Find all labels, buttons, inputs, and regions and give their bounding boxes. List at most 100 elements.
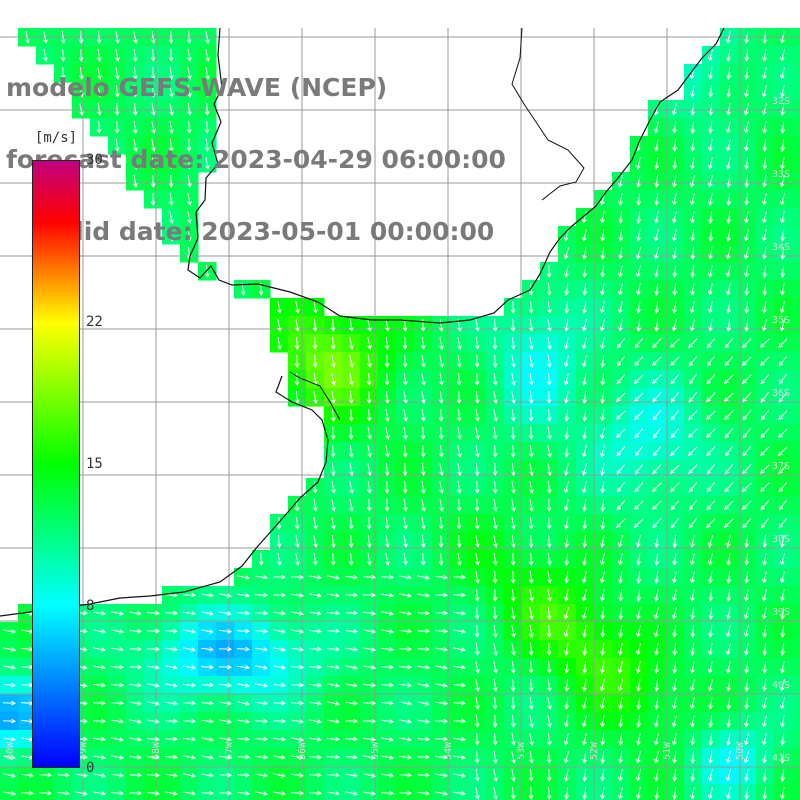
wind-arrow (708, 571, 713, 584)
wind-arrow (420, 336, 426, 351)
wind-arrow (20, 790, 35, 796)
wind-arrow (690, 661, 695, 674)
wind-arrow (564, 229, 569, 242)
wind-arrow (546, 498, 552, 513)
wind-arrow (690, 553, 695, 566)
wind-arrow (111, 755, 124, 760)
wind-arrow (349, 463, 354, 476)
wind-arrow (165, 791, 178, 796)
wind-arrow (438, 408, 444, 423)
coastline-south (0, 375, 329, 617)
wind-arrow (708, 264, 713, 278)
wind-speed-cell (792, 370, 800, 389)
wind-arrow (438, 444, 444, 459)
wind-arrow (706, 374, 716, 385)
wind-arrow (708, 606, 714, 621)
wind-arrow (309, 737, 322, 742)
wind-arrow (398, 646, 413, 652)
wind-arrow (417, 701, 430, 706)
wind-arrow (600, 768, 606, 783)
wind-arrow (600, 571, 605, 584)
wind-arrow (434, 628, 449, 634)
wind-arrow (254, 592, 269, 598)
wind-arrow (726, 553, 731, 566)
wind-arrow (708, 768, 713, 782)
wind-arrow (254, 574, 269, 580)
wind-arrow (726, 192, 732, 207)
wind-arrow (726, 769, 731, 782)
wind-arrow (636, 282, 641, 296)
wind-arrow (780, 571, 785, 584)
wind-arrow (146, 610, 161, 616)
wind-arrow (708, 228, 714, 243)
wind-arrow (672, 625, 677, 638)
wind-arrow (326, 664, 341, 670)
wind-arrow (564, 571, 569, 584)
wind-arrow (150, 66, 156, 81)
wind-arrow (564, 517, 569, 530)
wind-arrow (313, 553, 318, 566)
wind-arrow (690, 697, 695, 710)
wind-arrow (380, 700, 395, 706)
wind-arrow (778, 464, 788, 475)
wind-arrow (331, 355, 336, 368)
wind-arrow (453, 647, 466, 652)
wind-arrow (724, 356, 734, 367)
wind-arrow (272, 682, 287, 688)
wind-arrow (276, 534, 282, 549)
wind-arrow (2, 736, 17, 742)
wind-arrow (93, 665, 106, 670)
wind-arrow (762, 247, 767, 260)
wind-arrow (672, 193, 677, 206)
wind-speed-cell (450, 784, 469, 800)
wind-arrow (417, 665, 430, 670)
wind-arrow (618, 301, 623, 314)
wind-arrow (79, 85, 84, 98)
wind-arrow (290, 790, 305, 796)
wind-arrow (511, 751, 516, 764)
wind-arrow (618, 606, 624, 621)
wind-speed-cell (270, 784, 289, 800)
wind-arrow (633, 392, 644, 402)
wind-arrow (110, 682, 125, 688)
wind-arrow (780, 607, 785, 620)
wind-arrow (582, 751, 587, 764)
wind-arrow (362, 736, 377, 742)
wind-speed-cell (144, 784, 163, 800)
wind-arrow (636, 175, 641, 188)
wind-arrow (186, 120, 192, 135)
wind-arrow (636, 534, 641, 548)
wind-arrow (366, 498, 372, 513)
wind-arrow (219, 611, 232, 616)
latitude-label: 33S (772, 169, 790, 180)
wind-arrow (636, 786, 641, 800)
wind-arrow (345, 791, 358, 796)
wind-arrow (690, 138, 696, 153)
wind-arrow (582, 553, 587, 566)
wind-speed-cell (72, 784, 91, 800)
wind-arrow (236, 664, 251, 670)
wind-arrow (493, 499, 498, 512)
wind-arrow (618, 751, 623, 764)
wind-arrow (564, 319, 569, 332)
wind-arrow (634, 428, 644, 439)
wind-arrow (381, 755, 394, 760)
wind-arrow (236, 646, 251, 652)
wind-arrow (272, 718, 287, 724)
wind-arrow (547, 337, 552, 350)
wind-arrow (110, 664, 125, 670)
wind-arrow (493, 427, 498, 440)
wind-arrow (744, 121, 749, 134)
wind-speed-cell (126, 784, 145, 800)
wind-arrow (403, 517, 408, 530)
wind-arrow (564, 715, 569, 728)
wind-arrow (115, 67, 120, 80)
wind-arrow (93, 773, 106, 778)
wind-arrow (654, 643, 659, 656)
wind-arrow (363, 773, 376, 778)
wind-arrow (762, 264, 768, 279)
wind-speed-cell (792, 388, 800, 407)
wind-arrow (133, 31, 138, 44)
wind-speed-cell (792, 298, 800, 317)
wind-arrow (308, 682, 323, 688)
